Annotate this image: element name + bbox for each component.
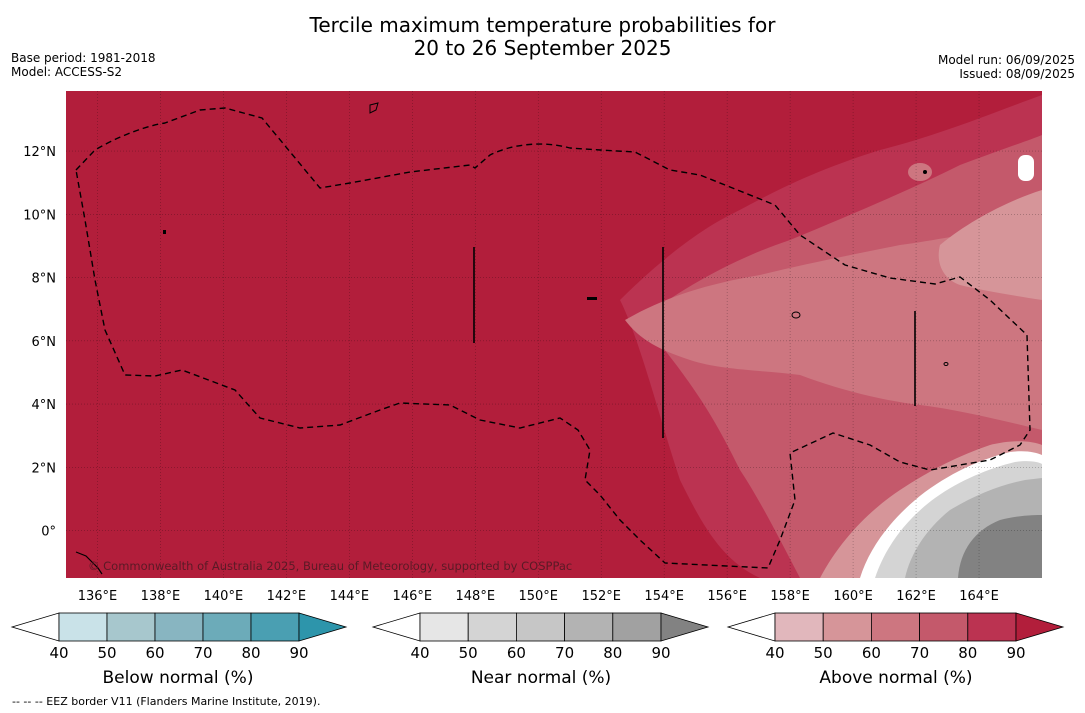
longitude-label: 144°E [330, 589, 370, 604]
island-chain-outline [75, 551, 103, 575]
colorbar-label-near: Near normal (%) [470, 668, 612, 688]
colorbar-tick-label: 70 [555, 644, 574, 662]
colorbar-tick-label: 60 [145, 644, 164, 662]
colorbar-segment [58, 612, 108, 642]
longitude-label: 138°E [141, 589, 181, 604]
island-dot [943, 362, 949, 366]
longitude-label: 160°E [833, 589, 873, 604]
island-dot [923, 170, 927, 174]
longitude-label: 152°E [581, 589, 621, 604]
colorbar-high-extend [660, 612, 710, 642]
colorbar: 40 50 60 70 80 90 [10, 612, 348, 662]
latitude-label: 12°N [23, 145, 56, 160]
longitude-label: 136°E [78, 589, 118, 604]
colorbar-segment [967, 612, 1017, 642]
colorbar-tick-label: 80 [958, 644, 977, 662]
title-line-1: Tercile maximum temperature probabilitie… [309, 13, 776, 37]
colorbar-tick-label: 90 [289, 644, 308, 662]
colorbar-tick-label: 50 [97, 644, 116, 662]
eez-border-fsm [75, 107, 1031, 569]
colorbar-segment [774, 612, 824, 642]
colorbar-tick-label: 40 [49, 644, 68, 662]
colorbar: 40 50 60 70 80 90 [726, 612, 1065, 662]
longitude-labels: 136°E 138°E 140°E 142°E 144°E 146°E 148°E 150°E… [78, 589, 999, 604]
longitude-label: 164°E [959, 589, 999, 604]
latitude-label: 4°N [32, 398, 57, 413]
colorbar-segment [612, 612, 662, 642]
colorbar-segment [419, 612, 469, 642]
longitude-label: 150°E [518, 589, 558, 604]
longitude-label: 142°E [267, 589, 307, 604]
colorbar-high-extend [298, 612, 348, 642]
latitude-label: 8°N [32, 272, 57, 287]
longitude-label: 140°E [204, 589, 244, 604]
latitude-label: 2°N [32, 461, 57, 476]
above-normal-60-patch [908, 163, 932, 181]
copyright-text: © Commonwealth of Australia 2025, Bureau… [88, 559, 572, 573]
colorbar-low-extend [371, 612, 421, 642]
above-normal-50-band [938, 190, 1042, 300]
latitude-label: 0° [41, 525, 56, 540]
colorbar-segment [154, 612, 204, 642]
latitude-label: 6°N [32, 335, 57, 350]
issued-date: Issued: 08/09/2025 [959, 67, 1075, 81]
colorbar-segment [871, 612, 921, 642]
colorbar-tick-label: 70 [193, 644, 212, 662]
island-dot [587, 297, 597, 300]
colorbar-label-above: Above normal (%) [819, 668, 973, 688]
near-normal-90-band [958, 515, 1042, 578]
colorbar-segment [106, 612, 156, 642]
model-name: Model: ACCESS-S2 [11, 65, 123, 79]
colorbar-tick-label: 50 [814, 644, 833, 662]
colorbar-tick-label: 80 [241, 644, 260, 662]
island-outline [791, 311, 801, 319]
chart-title: Tercile maximum temperature probabilitie… [0, 14, 1085, 60]
colorbar-segment [564, 612, 614, 642]
colorbar-tick-label: 50 [459, 644, 478, 662]
latitude-label: 10°N [23, 208, 56, 223]
eez-footnote: -- -- -- EEZ border V11 (Flanders Marine… [12, 695, 321, 708]
island-dot [163, 230, 166, 234]
colorbar-label-below: Below normal (%) [102, 668, 254, 688]
base-period: Base period: 1981-2018 [11, 51, 156, 65]
longitude-label: 146°E [393, 589, 433, 604]
longitude-label: 154°E [644, 589, 684, 604]
metadata-right: Model run: 06/09/2025 Issued: 08/09/2025 [938, 53, 1075, 81]
map-gridlines [66, 91, 1042, 578]
colorbar-segment [822, 612, 872, 642]
colorbar: 40 50 60 70 80 90 [371, 612, 710, 662]
title-line-2: 20 to 26 September 2025 [413, 36, 672, 60]
colorbar-low-extend [726, 612, 776, 642]
colorbar-tick-label: 60 [862, 644, 881, 662]
neutral-patch-ne [1018, 155, 1034, 181]
colorbar-segment [919, 612, 969, 642]
above-normal-60-band [625, 225, 1042, 430]
colorbar-segment [516, 612, 566, 642]
colorbar-segment [202, 612, 252, 642]
colorbar-tick-label: 40 [765, 644, 784, 662]
colorbar-low-extend [10, 612, 60, 642]
colorbar-tick-label: 40 [410, 644, 429, 662]
metadata-left: Base period: 1981-2018 Model: ACCESS-S2 [11, 51, 156, 79]
colorbar-segment [467, 612, 517, 642]
longitude-label: 156°E [707, 589, 747, 604]
colorbars: 40 50 60 70 80 90 40 50 60 70 80 90 40 50 60 70 80 90 [10, 612, 1065, 662]
colorbar-tick-label: 80 [603, 644, 622, 662]
colorbar-high-extend [1015, 612, 1065, 642]
colorbar-tick-label: 70 [910, 644, 929, 662]
colorbar-tick-label: 60 [507, 644, 526, 662]
model-run: Model run: 06/09/2025 [937, 53, 1075, 67]
longitude-label: 162°E [896, 589, 936, 604]
longitude-label: 158°E [770, 589, 810, 604]
colorbar-tick-label: 90 [651, 644, 670, 662]
latitude-labels: 12°N 10°N 8°N 6°N 4°N 2°N 0° [23, 145, 56, 539]
island-outline [369, 102, 379, 114]
colorbar-tick-label: 90 [1006, 644, 1025, 662]
longitude-label: 148°E [456, 589, 496, 604]
colorbar-segment [250, 612, 300, 642]
map-area: © Commonwealth of Australia 2025, Bureau… [66, 91, 1042, 578]
